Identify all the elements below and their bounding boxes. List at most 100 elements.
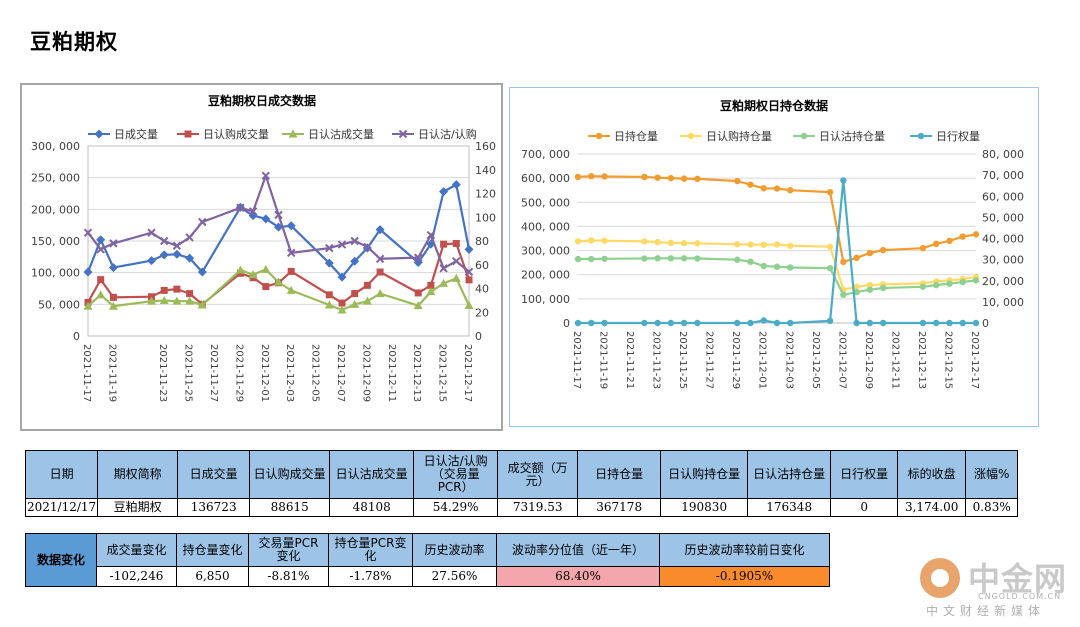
data-point bbox=[451, 180, 461, 190]
x-tick-label: 2021-12-01 bbox=[757, 331, 768, 389]
value-cell: -1.78% bbox=[328, 566, 413, 587]
y-left-tick-label: 100, 000 bbox=[521, 293, 570, 306]
data-point bbox=[588, 255, 595, 263]
data-point bbox=[325, 291, 333, 299]
y-right-tick-label: 20, 000 bbox=[982, 275, 1024, 288]
x-tick-label: 2021-11-29 bbox=[233, 344, 244, 402]
y-right-tick-label: 140 bbox=[475, 164, 496, 177]
header-cell: 波动率分位值（近一年） bbox=[496, 533, 660, 567]
x-tick-label: 2021-12-05 bbox=[310, 344, 321, 402]
data-point bbox=[760, 262, 767, 270]
data-point bbox=[185, 296, 195, 305]
value-cell: 88615 bbox=[249, 498, 331, 517]
data-point bbox=[108, 263, 118, 273]
value-cell: 豆粕期权 bbox=[97, 498, 179, 517]
summary-header-row: 日期 期权简称 日成交量 日认购成交量 日认沽成交量 日认沽/认购 （交易量 P… bbox=[24, 450, 1019, 499]
legend-swatch-marker bbox=[687, 132, 695, 140]
y-right-tick-label: 60 bbox=[475, 259, 489, 272]
header-cell: 日成交量 bbox=[177, 450, 251, 499]
y-left-tick-label: 300, 000 bbox=[31, 140, 80, 153]
data-point bbox=[853, 319, 860, 327]
data-point bbox=[324, 300, 334, 309]
x-tick-label: 2021-11-23 bbox=[157, 344, 168, 402]
data-point bbox=[172, 241, 182, 250]
summary-value-row: 2021/12/17 豆粕期权 136723 88615 48108 54.29… bbox=[24, 498, 1019, 517]
legend-label: 日认购成交量 bbox=[203, 127, 269, 141]
data-point bbox=[350, 236, 359, 246]
data-point bbox=[826, 243, 834, 250]
data-point bbox=[160, 286, 168, 294]
data-point bbox=[694, 255, 701, 262]
data-point bbox=[464, 301, 474, 310]
data-point bbox=[439, 187, 449, 197]
header-cell: 日期 bbox=[24, 450, 99, 499]
data-point bbox=[879, 319, 887, 327]
y-right-tick-label: 60, 000 bbox=[982, 190, 1024, 203]
header-cell: 期权简称 bbox=[97, 450, 179, 499]
data-point bbox=[147, 256, 156, 266]
header-cell: 日认沽/认购 （交易量 PCR） bbox=[413, 450, 499, 499]
x-tick-label: 2021-11-27 bbox=[704, 331, 715, 389]
data-point bbox=[362, 296, 372, 305]
data-change-row-label: 数据变化 bbox=[25, 533, 97, 587]
data-point bbox=[173, 285, 181, 293]
data-point bbox=[337, 305, 347, 314]
data-point bbox=[274, 210, 283, 220]
data-point bbox=[147, 228, 156, 237]
header-cell: 持仓量PCR变 化 bbox=[328, 533, 413, 567]
legend-label: 日持仓量 bbox=[614, 129, 658, 143]
x-tick-label: 2021-11-27 bbox=[208, 344, 219, 402]
data-point bbox=[734, 177, 741, 185]
data-point bbox=[853, 283, 860, 290]
data-point bbox=[946, 237, 953, 245]
legend-label: 日认沽持仓量 bbox=[819, 129, 885, 143]
x-tick-label: 2021-11-19 bbox=[598, 331, 609, 389]
data-point bbox=[376, 268, 384, 276]
y-right-tick-label: 0 bbox=[982, 317, 989, 330]
x-tick-label: 2021-11-21 bbox=[624, 331, 635, 389]
x-tick-label: 2021-11-17 bbox=[571, 331, 582, 389]
header-cell: 日持仓量 bbox=[577, 450, 662, 499]
data-point bbox=[946, 280, 953, 287]
y-right-tick-label: 50, 000 bbox=[982, 211, 1024, 224]
y-left-tick-label: 150, 000 bbox=[31, 235, 80, 248]
data-point bbox=[840, 177, 847, 184]
data-point bbox=[350, 256, 360, 266]
legend-label: 日行权量 bbox=[936, 130, 980, 143]
header-cell: 日行权量 bbox=[830, 450, 899, 499]
x-tick-label: 2021-12-03 bbox=[284, 344, 295, 402]
x-tick-label: 2021-12-13 bbox=[916, 331, 927, 389]
data-point bbox=[261, 214, 271, 224]
header-cell: 日认购持仓量 bbox=[660, 450, 749, 499]
data-point bbox=[96, 235, 106, 245]
data-point bbox=[787, 187, 794, 194]
y-right-tick-label: 20 bbox=[475, 306, 489, 319]
x-tick-label: 2021-12-13 bbox=[411, 344, 422, 402]
data-point bbox=[694, 319, 701, 327]
x-tick-label: 2021-12-05 bbox=[810, 331, 821, 389]
data-point bbox=[866, 281, 874, 289]
data-point bbox=[363, 242, 372, 252]
x-tick-label: 2021-11-25 bbox=[183, 344, 194, 402]
data-point bbox=[451, 273, 461, 282]
data-point bbox=[972, 319, 980, 327]
y-left-tick-label: 700, 000 bbox=[521, 148, 570, 161]
data-point bbox=[452, 256, 461, 266]
data-point bbox=[959, 319, 966, 327]
data-point bbox=[426, 287, 436, 296]
data-point bbox=[972, 277, 980, 284]
data-point bbox=[337, 272, 347, 282]
y-left-tick-label: 0 bbox=[73, 330, 80, 343]
data-point bbox=[866, 319, 874, 327]
value-cell: -8.81% bbox=[248, 566, 329, 587]
data-point bbox=[601, 173, 608, 180]
data-point bbox=[588, 173, 595, 180]
volatility-percentile-cell: 68.40% bbox=[496, 566, 660, 587]
y-right-tick-label: 0 bbox=[475, 330, 482, 343]
data-point bbox=[351, 290, 359, 298]
change-value-row: -102,246 6,850 -8.81% -1.78% 27.56% 68.4… bbox=[26, 566, 830, 587]
data-point bbox=[787, 319, 794, 327]
data-point bbox=[286, 221, 296, 231]
